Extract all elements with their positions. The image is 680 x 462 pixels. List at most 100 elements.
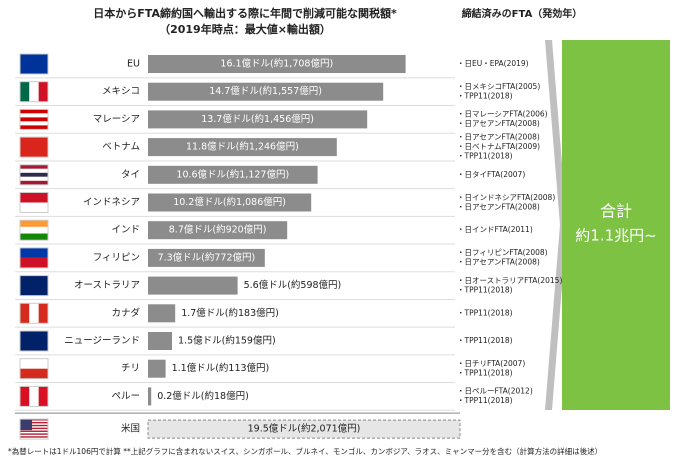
flag-border xyxy=(19,192,49,213)
fta-note: ・日アセアンFTA(2008) xyxy=(457,119,540,128)
flag-border xyxy=(19,164,49,186)
flag-border xyxy=(19,81,49,103)
flag-stripe xyxy=(20,331,48,351)
flag-stripe xyxy=(20,117,48,122)
flag-stripe xyxy=(20,233,48,241)
category-label: インドネシア xyxy=(83,197,140,208)
bar xyxy=(148,332,172,350)
value-label: 11.8億ドル(約1,246億円) xyxy=(186,141,299,153)
flag-stripe xyxy=(20,427,48,430)
flag-border xyxy=(19,275,49,297)
flag-stripe xyxy=(20,424,48,427)
category-label: ペルー xyxy=(111,391,140,402)
flag-stripe xyxy=(20,121,48,126)
flag-border xyxy=(19,302,49,324)
fta-note: ・TPP11(2018) xyxy=(457,368,513,377)
flag-stripe xyxy=(20,303,30,324)
flag-stripe xyxy=(38,303,48,324)
flag-border xyxy=(19,247,49,269)
fta-note: ・TPP11(2018) xyxy=(457,308,513,317)
category-label: EU xyxy=(127,59,140,70)
bar xyxy=(147,419,461,439)
fta-note: ・日アセアンFTA(2008) xyxy=(457,258,540,267)
flag-border xyxy=(19,136,49,158)
chart-title: 日本からFTA締約国へ輸出する際に年間で削減可能な関税額* xyxy=(93,6,397,20)
fta-header: 締結済みのFTA（発効年） xyxy=(462,7,583,20)
fta-note: ・日インドFTA(2011) xyxy=(457,225,533,234)
flag-stripe xyxy=(20,275,48,296)
flag-stripe xyxy=(20,358,48,369)
flag-stripe xyxy=(20,109,48,114)
bar xyxy=(148,165,318,184)
fta-note: ・TPP11(2018) xyxy=(457,285,513,294)
flag-border xyxy=(19,418,49,440)
footnote: *為替レートは1ドル106円で計算 **上記グラフに含まれないスイス、シンガポー… xyxy=(8,446,602,456)
category-label: 米国 xyxy=(121,423,140,435)
bar xyxy=(148,387,152,406)
fta-note: ・日フィリピンFTA(2008) xyxy=(457,248,548,257)
flag-border xyxy=(19,108,49,130)
flag-canton xyxy=(20,419,32,431)
flag-stripe xyxy=(20,436,48,438)
fta-note: ・日タイFTA(2007) xyxy=(457,170,525,179)
bar xyxy=(148,276,238,295)
total-value: 約1.1兆円~ xyxy=(575,227,656,245)
flag-stripe xyxy=(20,81,30,102)
flag-border xyxy=(19,385,49,407)
fta-note: ・日チリFTA(2007) xyxy=(457,359,525,368)
category-label: フィリピン xyxy=(93,252,140,263)
value-label: 8.7億ドル(約920億円) xyxy=(169,224,267,236)
fta-note: ・日インドネシアFTA(2008) xyxy=(457,193,555,202)
flag-stripe xyxy=(20,180,48,185)
flag-stripe xyxy=(20,168,48,173)
fta-note: ・TPP11(2018) xyxy=(457,396,513,405)
value-label: 5.6億ドル(約598億円) xyxy=(244,279,342,291)
flag-stripe xyxy=(29,81,39,102)
flag-stripe xyxy=(20,125,48,130)
value-label: 1.1億ドル(約113億円) xyxy=(172,362,270,374)
value-label: 1.7億ドル(約183億円) xyxy=(181,307,279,319)
value-label: 19.5億ドル(約2,071億円) xyxy=(248,423,361,435)
flag-stripe xyxy=(20,419,48,421)
value-label: 0.2億ドル(約18億円) xyxy=(157,390,249,402)
category-label: チリ xyxy=(121,363,140,374)
value-label: 1.5億ドル(約159億円) xyxy=(178,335,276,347)
flag-border xyxy=(19,330,49,352)
bar xyxy=(148,248,265,267)
flag-stripe xyxy=(20,137,48,158)
fta-note: ・日EU・EPA(2019) xyxy=(457,59,529,68)
value-label: 7.3億ドル(約772億円) xyxy=(158,251,256,263)
flag-stripe xyxy=(38,386,48,407)
category-label: マレーシア xyxy=(93,114,140,125)
flag-stripe xyxy=(20,247,48,258)
flag-stripe xyxy=(20,176,48,181)
flag-stripe xyxy=(29,386,39,407)
fta-note: ・日ペルーFTA(2012) xyxy=(457,387,533,396)
category-label: インド xyxy=(111,225,140,236)
fta-note: ・日マレーシアFTA(2006) xyxy=(457,110,548,119)
category-label: オーストラリア xyxy=(74,280,140,291)
total-box xyxy=(562,40,670,410)
fta-note: ・TPP11(2018) xyxy=(457,152,513,161)
bar xyxy=(148,304,176,323)
flag-border xyxy=(19,219,49,241)
bar xyxy=(148,221,288,240)
bar xyxy=(148,82,384,101)
flag-stripe xyxy=(20,164,48,169)
fta-note: ・日アセアンFTA(2008) xyxy=(457,202,540,211)
category-label: ベトナム xyxy=(102,142,140,153)
flag-stripe xyxy=(20,113,48,118)
fta-note: ・日メキシコFTA(2005) xyxy=(457,82,540,91)
flag-border xyxy=(19,53,49,75)
fta-note: ・日アセアンFTA(2008) xyxy=(457,133,540,142)
fta-note: ・TPP11(2018) xyxy=(457,336,513,345)
fta-note: ・日オーストラリアFTA(2015) xyxy=(457,276,562,285)
flag-stripe xyxy=(20,54,48,74)
fta-note: ・日ベトナムFTA(2009) xyxy=(457,142,540,151)
fta-note: ・TPP11(2018) xyxy=(457,91,513,100)
value-label: 14.7億ドル(約1,557億円) xyxy=(209,85,322,97)
flag-stripe xyxy=(29,303,39,324)
category-label: ニュージーランド xyxy=(64,336,140,347)
flag-stripe xyxy=(20,202,48,213)
